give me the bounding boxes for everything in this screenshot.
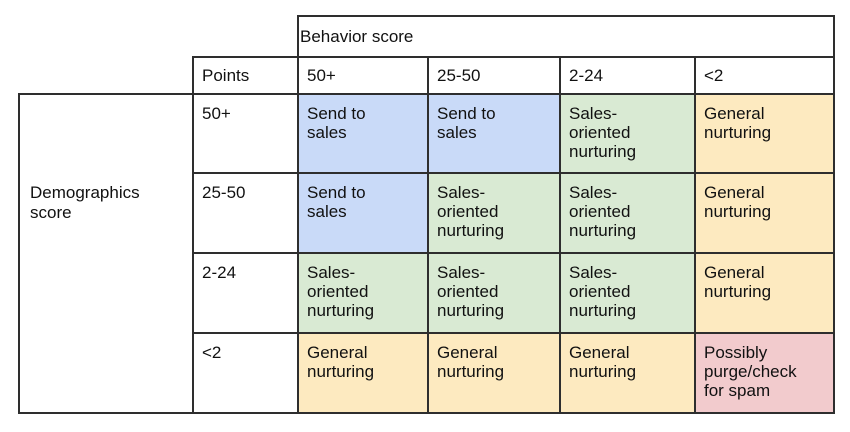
matrix-cell: Sales- oriented nurturing bbox=[559, 172, 696, 254]
col-header-lt2: <2 bbox=[694, 56, 835, 95]
matrix-cell: Send to sales bbox=[427, 93, 561, 174]
row-header-50plus: 50+ bbox=[192, 93, 299, 174]
matrix-cell: General nurturing bbox=[427, 332, 561, 414]
matrix-cell: Send to sales bbox=[297, 93, 429, 174]
matrix-cell: Sales- oriented nurturing bbox=[297, 252, 429, 334]
matrix-cell: General nurturing bbox=[694, 252, 835, 334]
blank-cell bbox=[19, 57, 193, 94]
matrix-cell: General nurturing bbox=[559, 332, 696, 414]
col-header-50plus: 50+ bbox=[297, 56, 429, 95]
row-header-25-50: 25-50 bbox=[192, 172, 299, 254]
demographics-score-label: Demographics score bbox=[18, 93, 194, 414]
matrix-cell: Sales- oriented nurturing bbox=[559, 93, 696, 174]
matrix-cell: Sales- oriented nurturing bbox=[427, 172, 561, 254]
matrix-cell: Send to sales bbox=[297, 172, 429, 254]
matrix-cell: General nurturing bbox=[297, 332, 429, 414]
row-header-lt2: <2 bbox=[192, 332, 299, 414]
matrix-table: Behavior score Points 50+ 25-50 2-24 <2 … bbox=[18, 15, 835, 414]
col-header-25-50: 25-50 bbox=[427, 56, 561, 95]
col-header-2-24: 2-24 bbox=[559, 56, 696, 95]
matrix-cell: Sales- oriented nurturing bbox=[427, 252, 561, 334]
matrix-cell: Possibly purge/check for spam bbox=[694, 332, 835, 414]
matrix-cell: General nurturing bbox=[694, 93, 835, 174]
matrix-cell: Sales- oriented nurturing bbox=[559, 252, 696, 334]
row-header-2-24: 2-24 bbox=[192, 252, 299, 334]
matrix-cell: General nurturing bbox=[694, 172, 835, 254]
blank-corner bbox=[19, 16, 298, 57]
points-header: Points bbox=[192, 56, 299, 95]
behavior-score-header: Behavior score bbox=[297, 15, 835, 58]
